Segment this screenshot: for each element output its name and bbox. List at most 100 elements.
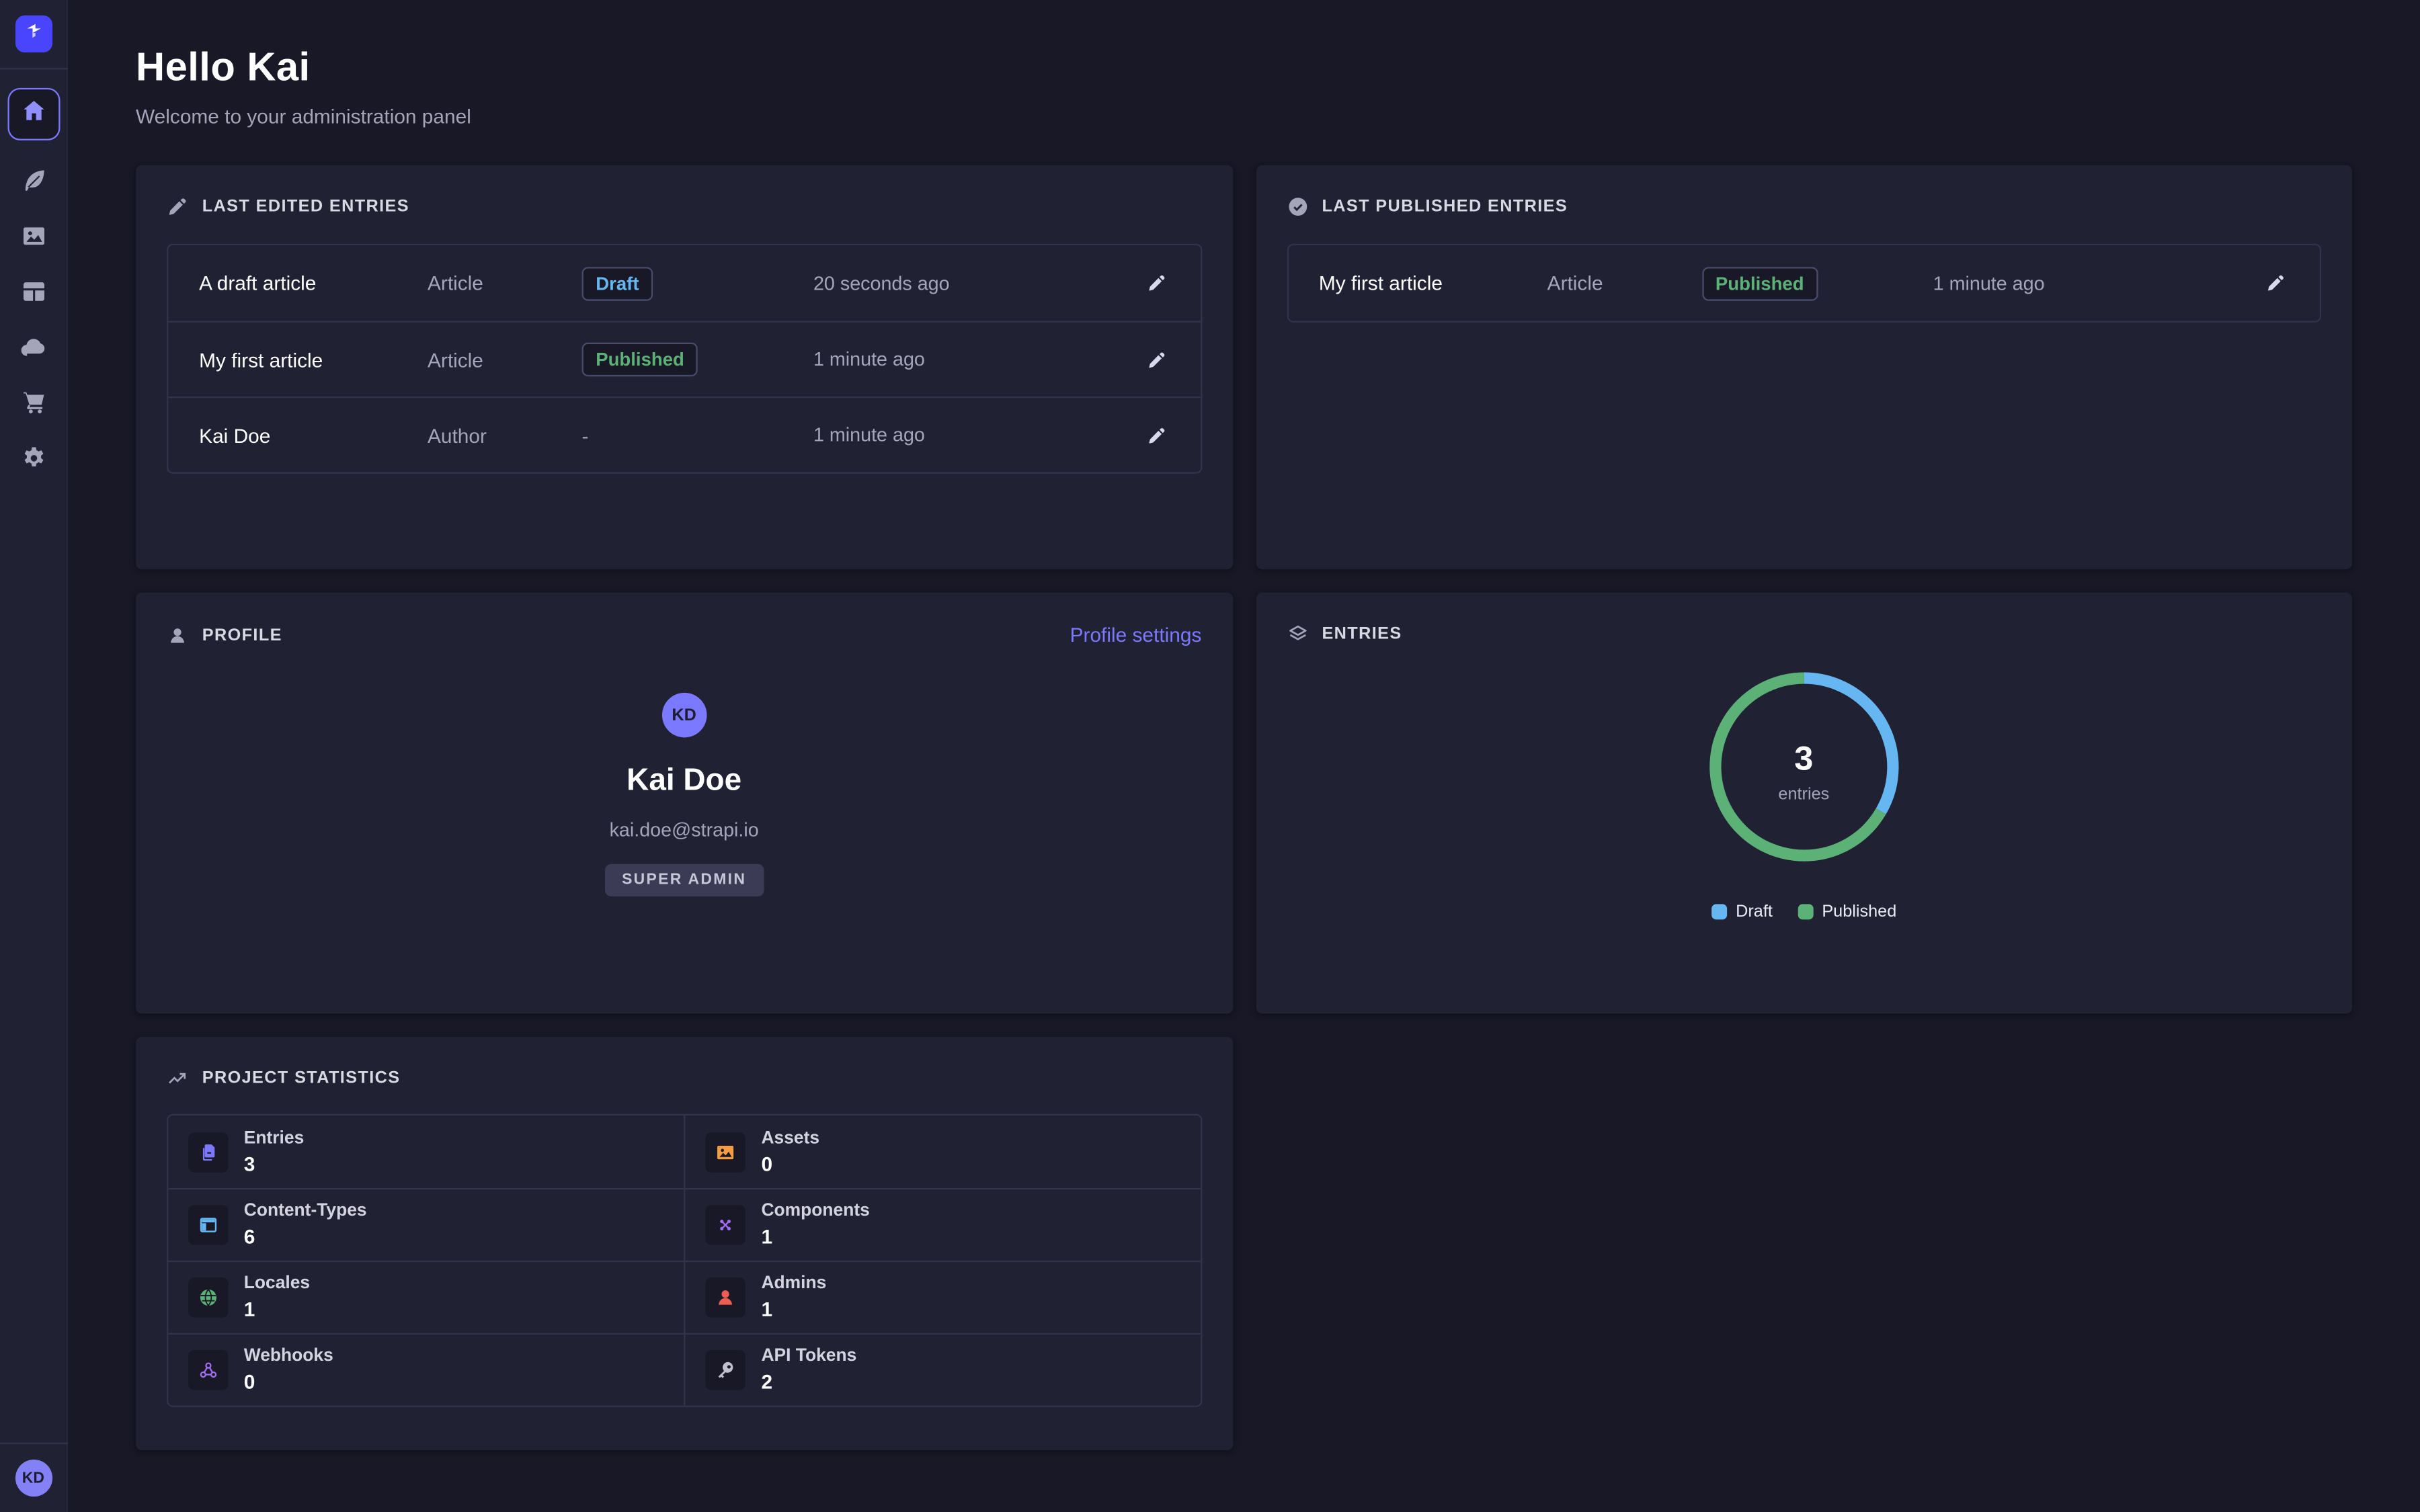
page-header: Hello Kai Welcome to your administration…: [136, 0, 2352, 128]
edit-entry-button[interactable]: [1143, 270, 1169, 296]
pencil-icon: [167, 196, 188, 218]
entries-chart-card: ENTRIES 3 entries Draft: [1255, 592, 2352, 1014]
card-title: PROFILE: [202, 625, 282, 644]
stat-value: 0: [243, 1370, 255, 1394]
card-title: LAST PUBLISHED ENTRIES: [1322, 197, 1568, 216]
gear-icon: [19, 444, 47, 472]
stat-entries: Entries 3: [168, 1116, 684, 1188]
sidebar-item-media-library[interactable]: [7, 220, 59, 251]
sidebar-nav: [0, 69, 67, 474]
check-circle-icon: [1287, 196, 1308, 218]
stat-label: Locales: [243, 1274, 311, 1293]
stat-label: Admins: [761, 1274, 827, 1293]
entry-time: 1 minute ago: [1933, 272, 2045, 294]
entry-time: 20 seconds ago: [813, 272, 950, 294]
entry-kind: Article: [1547, 271, 1603, 295]
status-empty: -: [581, 423, 589, 447]
sidebar-item-content-manager[interactable]: [7, 165, 59, 196]
widgets-grid: LAST EDITED ENTRIES A draft article Arti…: [136, 165, 2352, 1451]
last-published-entries-card: LAST PUBLISHED ENTRIES My first article …: [1255, 165, 2352, 570]
entry-title: Kai Doe: [199, 423, 271, 447]
trending-up-icon: [167, 1068, 188, 1089]
stat-locales: Locales 1: [168, 1260, 684, 1333]
sidebar-item-content-type-builder[interactable]: [7, 276, 59, 307]
stat-label: Entries: [243, 1128, 305, 1148]
sidebar-item-home[interactable]: [7, 87, 60, 140]
role-badge: SUPER ADMIN: [604, 864, 764, 896]
status-badge: Published: [581, 342, 698, 377]
table-row: My first article Article Published 1 min…: [1288, 245, 2320, 321]
stat-assets: Assets 0: [684, 1115, 1200, 1188]
stat-value: 1: [761, 1224, 773, 1249]
cloud-icon: [19, 333, 48, 362]
card-header: PROJECT STATISTICS: [167, 1068, 1201, 1089]
webhook-icon: [188, 1349, 229, 1390]
project-statistics-card: PROJECT STATISTICS Entries 3 Assets 0: [136, 1036, 1233, 1451]
last-edited-entries-card: LAST EDITED ENTRIES A draft article Arti…: [136, 165, 1233, 570]
stat-components: Components 1: [684, 1187, 1201, 1261]
entry-time: 1 minute ago: [813, 348, 925, 371]
entry-title: A draft article: [199, 271, 317, 295]
documents-icon: [188, 1132, 229, 1172]
legend-label: Draft: [1736, 902, 1773, 921]
stat-api-tokens: API Tokens 2: [684, 1333, 1201, 1406]
stat-value: 3: [243, 1151, 255, 1175]
sidebar-item-marketplace[interactable]: [7, 387, 59, 418]
legend-label: Published: [1822, 902, 1897, 921]
card-header: LAST PUBLISHED ENTRIES: [1287, 196, 2321, 218]
layers-icon: [1287, 624, 1308, 645]
stats-table: Entries 3 Assets 0 Content-Types 6: [166, 1114, 1202, 1407]
edit-entry-button[interactable]: [1143, 346, 1169, 372]
stat-content-types: Content-Types 6: [168, 1187, 684, 1261]
last-edited-table: A draft article Article Draft 20 seconds…: [166, 243, 1202, 474]
legend-item-published: Published: [1797, 902, 1897, 921]
card-header: LAST EDITED ENTRIES: [167, 196, 1201, 218]
legend-swatch: [1797, 904, 1813, 920]
avatar: KD: [661, 692, 707, 738]
workspace-button[interactable]: [14, 15, 52, 53]
feather-pen-icon: [19, 167, 47, 194]
sidebar-bottom: KD: [0, 1442, 67, 1512]
cart-icon: [19, 389, 47, 417]
legend-item-draft: Draft: [1711, 902, 1773, 921]
person-icon: [167, 624, 188, 646]
edit-entry-button[interactable]: [2263, 270, 2289, 296]
stat-label: Webhooks: [243, 1347, 333, 1366]
status-badge: Published: [1701, 266, 1818, 300]
sidebar-divider-bottom: [0, 1442, 67, 1444]
donut-draft-arc: [1709, 672, 1898, 862]
main-content: Hello Kai Welcome to your administration…: [68, 0, 2420, 1512]
entry-kind: Article: [427, 347, 483, 372]
image-icon: [705, 1132, 746, 1172]
user-avatar[interactable]: KD: [14, 1459, 52, 1497]
card-header: ENTRIES: [1287, 624, 2321, 645]
status-badge: Draft: [581, 266, 653, 300]
profile-name: Kai Doe: [627, 763, 742, 798]
page-title: Hello Kai: [136, 43, 311, 90]
stat-value: 2: [761, 1370, 773, 1394]
stat-label: API Tokens: [761, 1347, 857, 1366]
card-header: PROFILE Profile settings: [167, 624, 1201, 646]
stat-label: Components: [761, 1202, 870, 1221]
sidebar-divider-top: [0, 68, 67, 70]
user-icon: [705, 1277, 746, 1318]
edit-entry-button[interactable]: [1143, 422, 1169, 448]
stat-value: 6: [243, 1224, 255, 1249]
sidebar: KD: [0, 0, 69, 1512]
profile-email: kai.doe@strapi.io: [609, 819, 759, 841]
strapi-logo-icon: [22, 19, 44, 49]
stat-label: Assets: [761, 1128, 820, 1148]
entry-title: My first article: [1318, 271, 1443, 295]
layout-icon: [188, 1205, 229, 1245]
images-icon: [19, 222, 47, 250]
profile-settings-link[interactable]: Profile settings: [1070, 623, 1202, 646]
sidebar-item-deploy[interactable]: [7, 332, 59, 363]
last-published-table: My first article Article Published 1 min…: [1286, 243, 2322, 323]
legend-swatch: [1711, 904, 1727, 920]
card-title: PROJECT STATISTICS: [202, 1069, 401, 1088]
entry-kind: Article: [427, 271, 483, 295]
key-icon: [705, 1349, 746, 1390]
sidebar-item-settings[interactable]: [7, 443, 59, 474]
entry-kind: Author: [427, 423, 487, 447]
